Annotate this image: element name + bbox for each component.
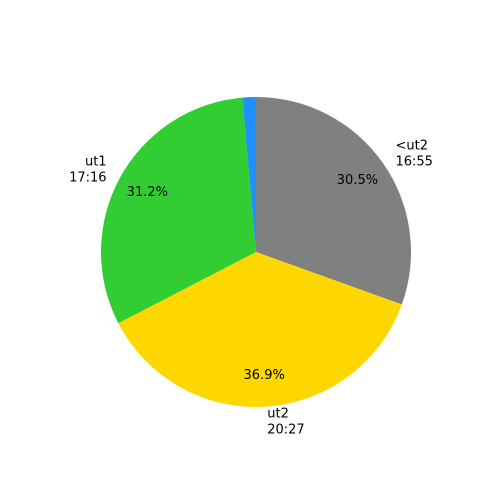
- pie-slice: [256, 97, 411, 305]
- category-label-line: <ut2: [395, 138, 428, 153]
- value-label: 36.9%: [244, 368, 285, 383]
- category-label-line: 16:55: [395, 154, 432, 169]
- category-label: ut2 20:27: [267, 407, 304, 438]
- value-label: 31.2%: [127, 185, 168, 200]
- value-label: 30.5%: [337, 173, 378, 188]
- category-label-line: 20:27: [267, 423, 304, 438]
- category-label-line: ut2: [267, 407, 289, 422]
- category-label-line: 17:16: [69, 170, 106, 185]
- category-label-line: ut1: [85, 154, 107, 169]
- pie-slice: [242, 97, 256, 252]
- category-label: <ut2 16:55: [395, 138, 432, 169]
- category-label: ut1 17:16: [69, 154, 106, 185]
- pie-slice: [101, 97, 256, 324]
- pie-slice: [118, 252, 402, 407]
